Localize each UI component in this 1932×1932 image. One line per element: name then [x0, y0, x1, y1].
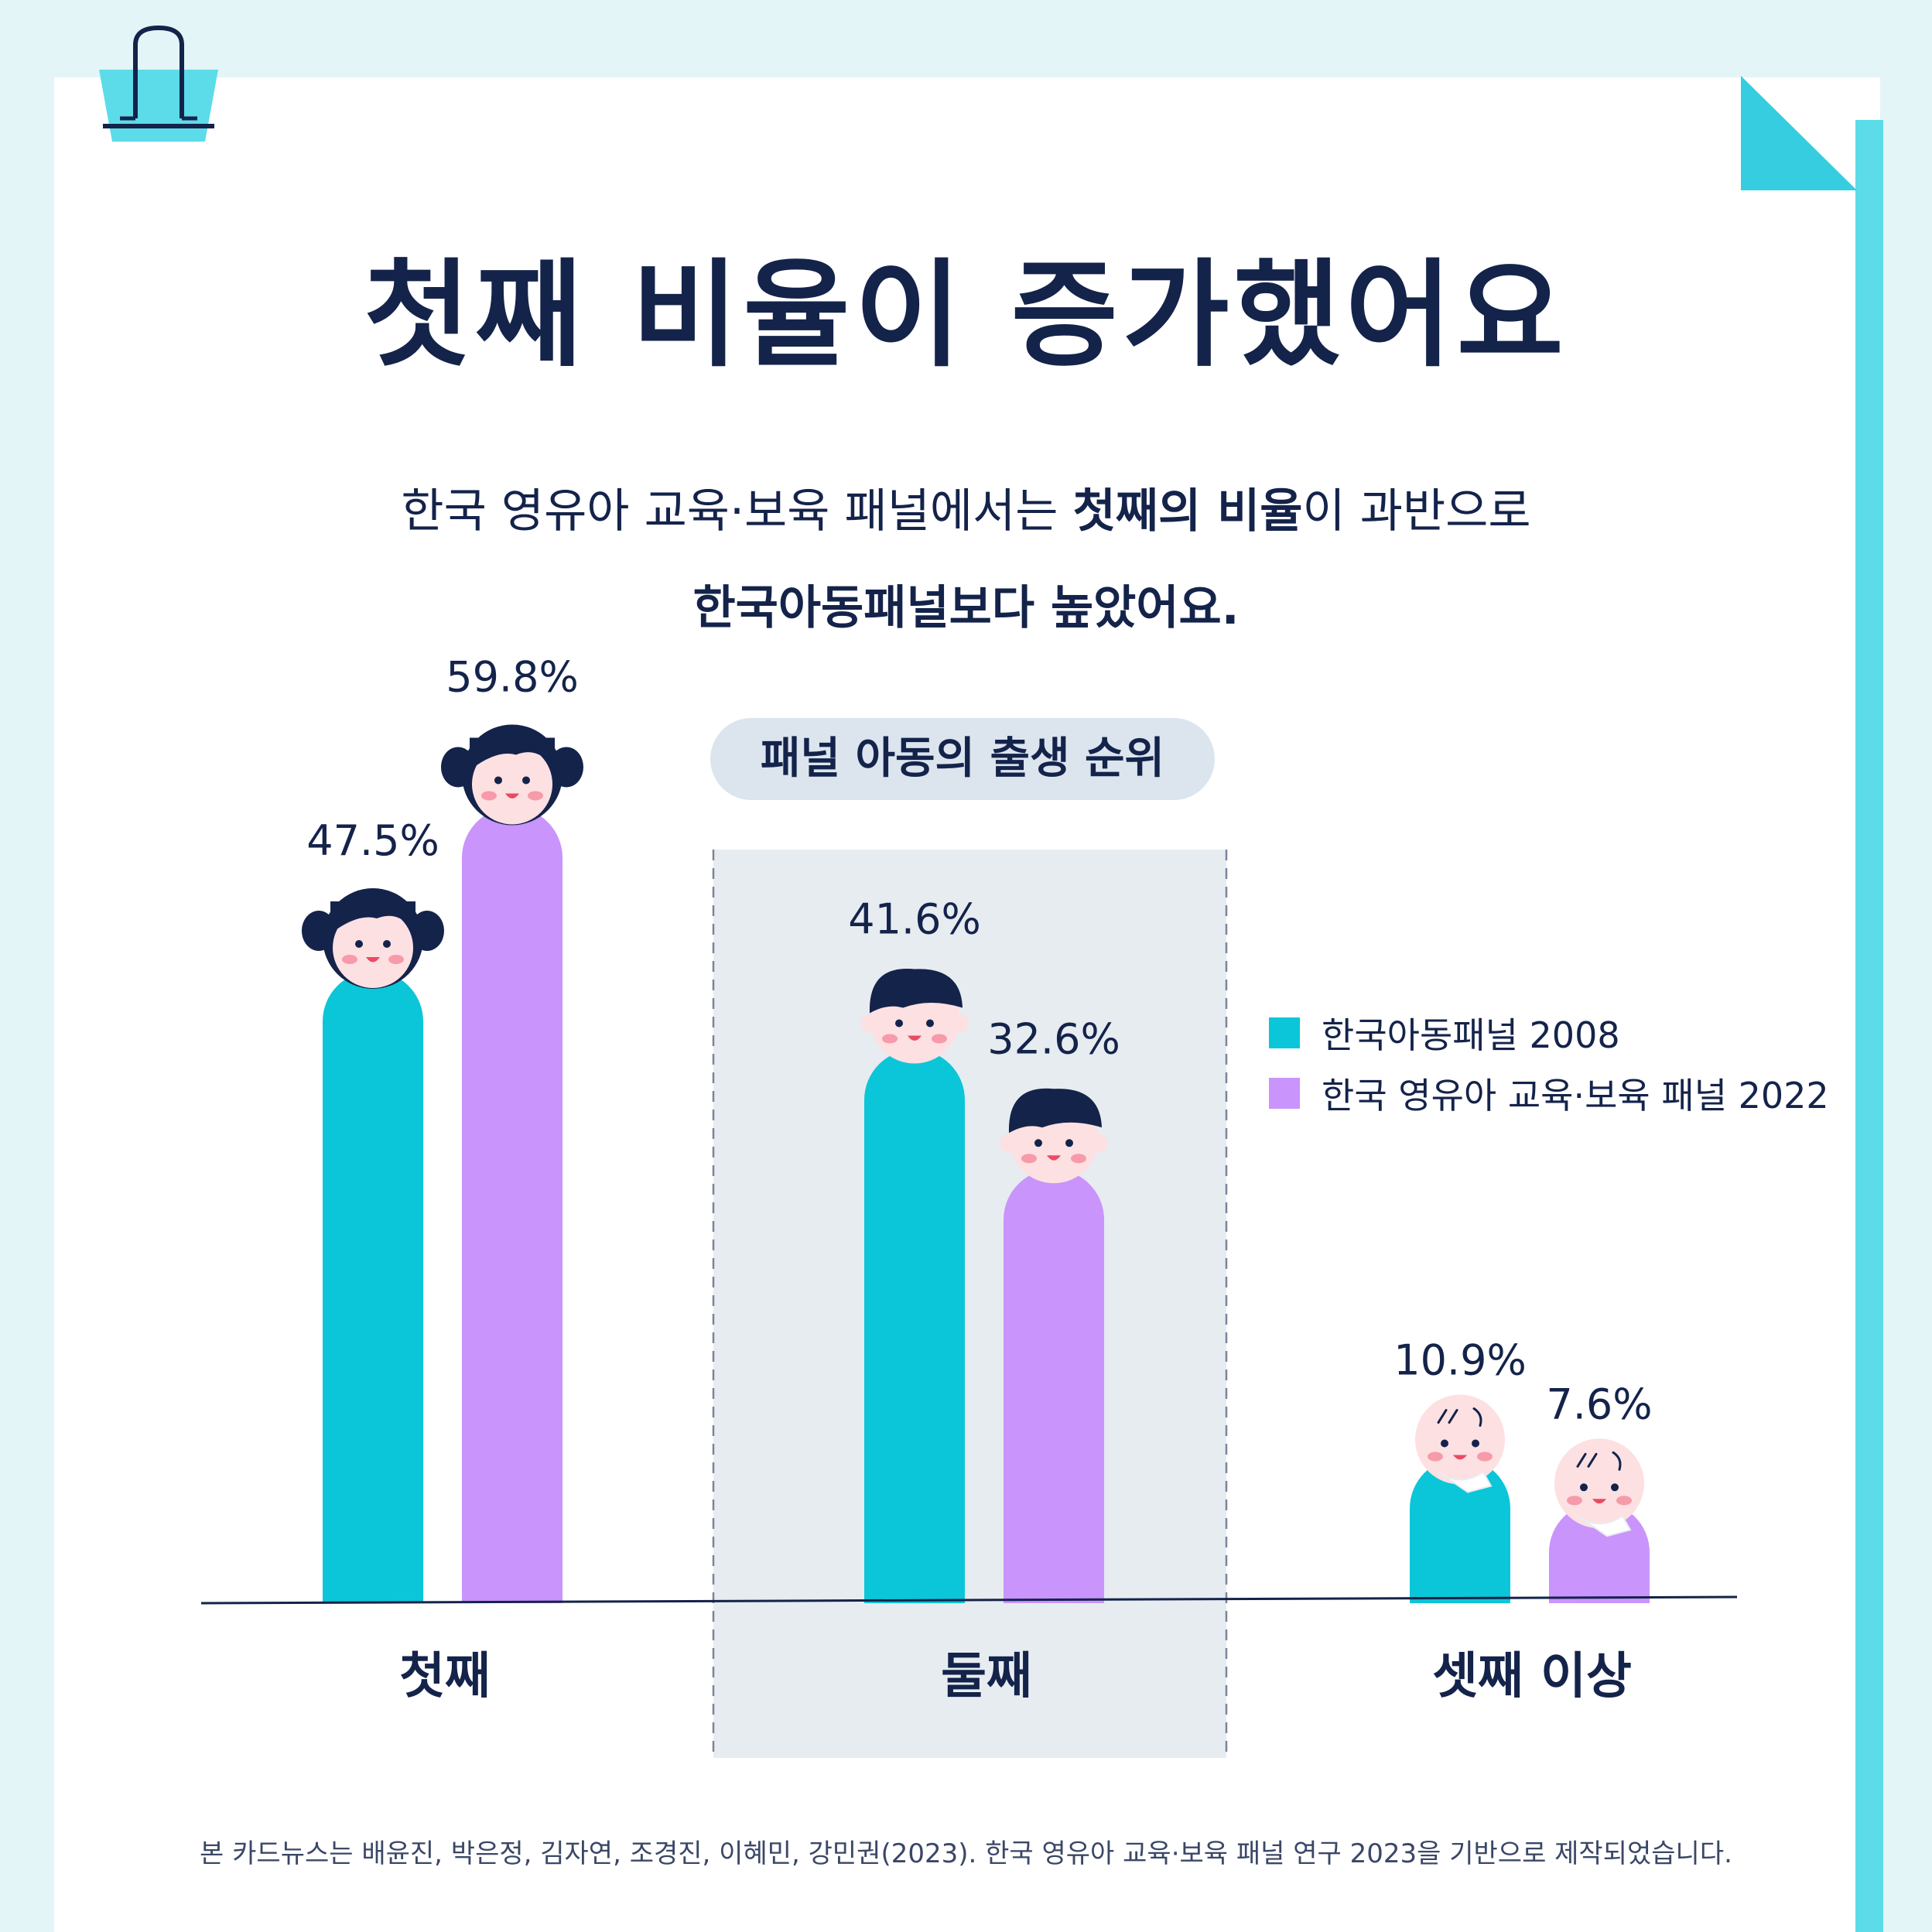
boy-character-icon [1000, 1088, 1108, 1184]
bar-1-series-2 [441, 724, 583, 1603]
bar-mark [1410, 1458, 1510, 1603]
bar-mark [864, 1049, 965, 1603]
page-title: 첫째 비율이 증가했어요 [364, 248, 1568, 383]
chart-legend: 한국아동패널 2008 한국 영유아 교육·보육 패널 2022 [1269, 1010, 1829, 1130]
legend-item-2008: 한국아동패널 2008 [1269, 1010, 1829, 1056]
girl-character-icon [441, 724, 583, 826]
x-axis-line [200, 1595, 1738, 1605]
highlight-panel [713, 850, 1226, 1758]
data-label: 47.5% [306, 816, 439, 865]
description-text: 이 과반으로 [1302, 484, 1531, 539]
boy-character-icon [860, 968, 969, 1064]
folded-corner-icon [1741, 76, 1857, 190]
chart-label-badge: 패널 아동의 출생 순위 [710, 718, 1215, 800]
description-line-1: 한국 영유아 교육·보육 패널에서는 첫째의 비율이 과반으로 [0, 484, 1932, 539]
bar-mark [1004, 1169, 1104, 1603]
paper-edge-accent [1855, 120, 1883, 1932]
data-label: 59.8% [446, 652, 579, 701]
bar-2-series-1 [860, 968, 969, 1603]
legend-swatch-purple [1269, 1078, 1300, 1109]
category-label: 셋째 이상 [1432, 1648, 1632, 1705]
category-label: 둘째 [941, 1648, 1032, 1705]
legend-label: 한국 영유아 교육·보육 패널 2022 [1322, 1075, 1829, 1116]
bar-1-series-1 [302, 888, 444, 1603]
description-emphasis: 첫째의 비율 [1072, 484, 1303, 539]
legend-swatch-teal [1269, 1017, 1300, 1048]
data-label: 10.9% [1393, 1336, 1527, 1385]
baby-character-icon [1554, 1438, 1644, 1537]
source-footnote: 본 카드뉴스는 배윤진, 박은정, 김자연, 조경진, 이혜민, 강민권(202… [200, 1838, 1732, 1869]
description-line-2: 한국아동패널보다 높았어요. [692, 581, 1240, 635]
data-label: 41.6% [848, 894, 981, 943]
bar-2-series-2 [1000, 1088, 1108, 1603]
bar-3-series-1 [1410, 1394, 1510, 1603]
legend-item-2022: 한국 영유아 교육·보육 패널 2022 [1269, 1070, 1829, 1116]
binder-clip-icon [99, 25, 218, 142]
bar-mark [323, 971, 423, 1603]
baby-character-icon [1415, 1394, 1505, 1493]
data-label: 32.6% [987, 1014, 1120, 1063]
girl-character-icon [302, 888, 444, 989]
bar-3-series-2 [1549, 1438, 1650, 1603]
category-label: 첫째 [399, 1648, 491, 1705]
description-text: 한국 영유아 교육·보육 패널에서는 [401, 484, 1073, 539]
bar-mark [462, 807, 563, 1603]
legend-label: 한국아동패널 2008 [1322, 1014, 1620, 1056]
data-label: 7.6% [1546, 1380, 1652, 1428]
